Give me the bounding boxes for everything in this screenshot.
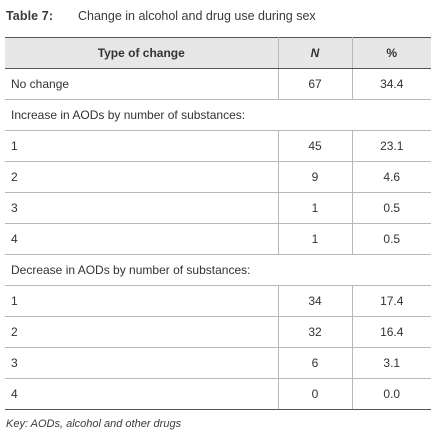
header-percent: % <box>352 37 431 69</box>
table-row: 1 34 17.4 <box>5 285 431 317</box>
header-row: Type of change N % <box>5 37 431 69</box>
table-body: No change 67 34.4 Increase in AODs by numbe… <box>5 68 431 410</box>
cell-type: 2 <box>5 161 279 193</box>
table-row: 4 0 0.0 <box>5 378 431 410</box>
header-n: N <box>278 37 353 69</box>
cell-type: No change <box>5 68 279 100</box>
cell-n: 0 <box>278 378 353 410</box>
cell-type: 4 <box>5 378 279 410</box>
cell-n: 34 <box>278 285 353 317</box>
cell-n: 1 <box>278 192 353 224</box>
cell-n: 6 <box>278 347 353 379</box>
cell-percent: 16.4 <box>352 316 431 348</box>
table-caption: Table 7: Change in alcohol and drug use … <box>6 9 316 23</box>
cell-type: 1 <box>5 285 279 317</box>
cell-percent: 23.1 <box>352 130 431 162</box>
cell-type: 1 <box>5 130 279 162</box>
cell-n: 45 <box>278 130 353 162</box>
cell-n: 67 <box>278 68 353 100</box>
cell-type: 3 <box>5 192 279 224</box>
cell-type: Increase in AODs by number of substances… <box>5 99 278 131</box>
table-row: 1 45 23.1 <box>5 130 431 162</box>
cell-percent: 0.0 <box>352 378 431 410</box>
cell-percent: 34.4 <box>352 68 431 100</box>
cell-percent: 17.4 <box>352 285 431 317</box>
cell-type: 4 <box>5 223 279 255</box>
section-row: Increase in AODs by number of substances… <box>5 99 431 131</box>
table-header: Type of change N % <box>5 37 431 69</box>
table-row: 3 1 0.5 <box>5 192 431 224</box>
cell-type: Decrease in AODs by number of substances… <box>5 254 278 286</box>
table-row: 2 9 4.6 <box>5 161 431 193</box>
table-container: Type of change N % No change 67 34.4 Increa… <box>5 37 431 410</box>
table-row: 2 32 16.4 <box>5 316 431 348</box>
table-title: Change in alcohol and drug use during se… <box>78 9 316 23</box>
cell-n <box>278 99 352 131</box>
table-row: 3 6 3.1 <box>5 347 431 379</box>
cell-percent <box>352 254 431 286</box>
cell-percent <box>352 99 431 131</box>
cell-percent: 0.5 <box>352 223 431 255</box>
table-row: No change 67 34.4 <box>5 68 431 100</box>
cell-percent: 4.6 <box>352 161 431 193</box>
cell-n: 1 <box>278 223 353 255</box>
table-number: Table 7: <box>6 9 54 23</box>
cell-n: 9 <box>278 161 353 193</box>
cell-percent: 0.5 <box>352 192 431 224</box>
cell-n <box>278 254 352 286</box>
table-footnote: Key: AODs, alcohol and other drugs <box>6 418 182 430</box>
section-row: Decrease in AODs by number of substances… <box>5 254 431 286</box>
cell-percent: 3.1 <box>352 347 431 379</box>
cell-type: 3 <box>5 347 279 379</box>
cell-n: 32 <box>278 316 353 348</box>
cell-type: 2 <box>5 316 279 348</box>
data-table: Type of change N % No change 67 34.4 Increa… <box>5 37 431 410</box>
header-type-of-change: Type of change <box>5 37 279 69</box>
table-row: 4 1 0.5 <box>5 223 431 255</box>
